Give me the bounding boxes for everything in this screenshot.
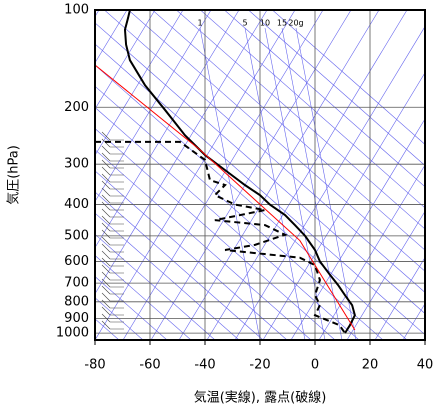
adiabat	[151, 10, 425, 251]
x-tick-label: -40	[194, 358, 215, 373]
isotherm	[346, 210, 425, 340]
adiabat	[95, 191, 264, 340]
wind-barb	[101, 292, 124, 302]
wind-barb	[101, 313, 124, 323]
isotherm	[122, 10, 324, 340]
y-tick-label: 100	[64, 3, 89, 18]
adiabat	[199, 10, 425, 209]
mixing-ratio-line	[264, 27, 326, 340]
isotherm	[95, 10, 268, 295]
isotherm	[262, 72, 425, 340]
adiabat	[95, 276, 168, 340]
mixing-ratio-label: 15	[277, 19, 287, 28]
adiabat	[95, 107, 360, 340]
profile-line	[95, 140, 346, 334]
mixing-ratio-label: 20g	[288, 19, 303, 28]
isotherm	[374, 256, 425, 340]
y-axis-label: 気圧(hPa)	[6, 145, 22, 205]
y-tick-label: 200	[64, 100, 89, 115]
wind-barb	[101, 299, 124, 309]
mixing-ratio-label: 5	[242, 19, 247, 28]
x-axis-label: 気温(実線), 露点(破線)	[194, 390, 327, 406]
y-tick-label: 1000	[56, 326, 89, 341]
wind-barb	[101, 180, 124, 190]
wind-barb	[101, 229, 124, 239]
adiabat	[95, 43, 425, 336]
isotherm	[178, 10, 380, 340]
y-tick-label: 600	[64, 254, 89, 269]
adiabat	[127, 10, 425, 272]
mixing-ratio-label: 1	[197, 19, 202, 28]
profile-line	[95, 64, 356, 331]
isotherm	[95, 10, 240, 249]
adiabat	[271, 10, 425, 145]
adiabat	[95, 128, 336, 340]
wind-barb	[101, 222, 124, 232]
adiabat	[95, 212, 240, 340]
x-tick-label: 40	[417, 358, 434, 373]
wind-barb	[101, 271, 124, 281]
wind-barb	[101, 243, 124, 253]
mixing-ratio-line	[281, 27, 343, 340]
wind-barb	[101, 159, 124, 169]
isotherm	[290, 118, 425, 340]
isotherm	[206, 10, 408, 340]
isotherm	[234, 25, 425, 340]
mixing-ratio-line	[244, 27, 306, 340]
isotherm	[95, 10, 184, 156]
wind-barb	[101, 145, 124, 155]
adiabat	[95, 233, 216, 340]
wind-barb	[101, 306, 124, 316]
wind-barb	[101, 152, 124, 162]
isotherm	[431, 10, 436, 340]
isotherm	[402, 303, 425, 340]
y-tick-label: 300	[64, 157, 89, 172]
mixing-ratio-line	[199, 27, 261, 340]
x-tick-label: 20	[362, 358, 379, 373]
adiabat	[95, 170, 288, 340]
wind-barb	[101, 264, 124, 274]
wind-barb	[101, 215, 124, 225]
x-tick-label: -80	[84, 358, 105, 373]
wind-barb	[101, 166, 124, 176]
wind-barb	[101, 131, 124, 141]
adiabat	[247, 10, 425, 166]
adiabat	[95, 64, 408, 340]
y-tick-label: 700	[64, 276, 89, 291]
wind-barb	[101, 173, 124, 183]
isotherm	[95, 10, 156, 110]
x-tick-label: 0	[311, 358, 319, 373]
wind-barb	[101, 250, 124, 260]
isotherm	[150, 10, 352, 340]
adiabat	[95, 149, 312, 340]
mixing-ratio-label: 10	[260, 19, 270, 28]
adiabat	[223, 10, 425, 188]
y-tick-label: 500	[64, 228, 89, 243]
y-tick-label: 400	[64, 197, 89, 212]
wind-barb	[101, 194, 124, 204]
wind-barb	[101, 201, 124, 211]
wind-barb	[101, 320, 124, 330]
adiabat	[175, 10, 425, 230]
wind-barb	[101, 257, 124, 267]
x-tick-label: -20	[249, 358, 270, 373]
wind-barb	[101, 278, 124, 288]
wind-barb	[101, 187, 124, 197]
profile-line	[123, 10, 356, 334]
x-tick-label: -60	[139, 358, 160, 373]
wind-barb	[101, 208, 124, 218]
mixing-ratio-line	[295, 27, 357, 340]
adiabat	[103, 10, 425, 293]
wind-barb	[101, 285, 124, 295]
y-tick-label: 900	[64, 311, 89, 326]
y-tick-label: 800	[64, 294, 89, 309]
adiabat	[95, 85, 384, 340]
isotherm	[318, 164, 425, 340]
adiabat	[95, 255, 192, 340]
wind-barb	[101, 236, 124, 246]
adiabat	[95, 22, 425, 314]
